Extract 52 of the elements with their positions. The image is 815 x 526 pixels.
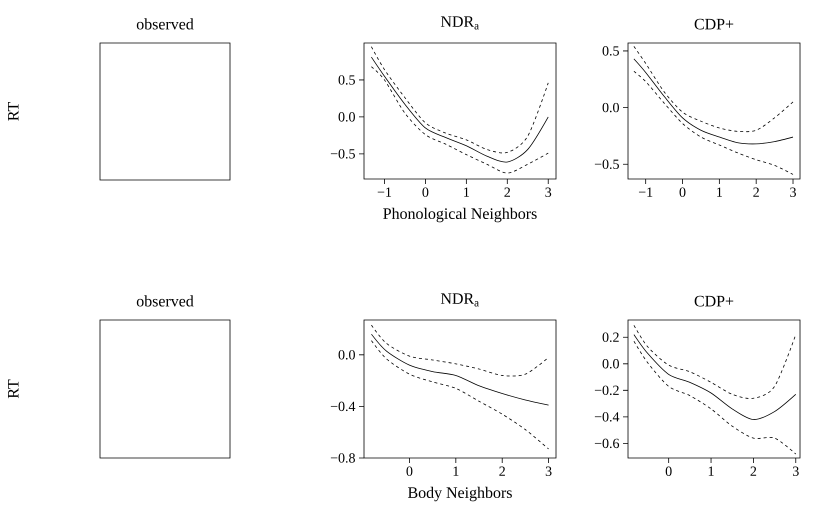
x-tick-label: 2 [499,466,505,476]
line-series [634,46,794,132]
x-tick-label: 2 [753,188,759,197]
x-tick-label: −1 [378,188,392,197]
y-tick-label: −0.5 [594,160,619,169]
x-tick-label: 0 [680,188,686,197]
x-tick-label: 2 [750,466,756,476]
text: observed [136,18,194,30]
line-series [371,334,549,406]
x-tick-label: 3 [792,466,799,476]
text: observed [136,295,194,306]
line-series [370,46,549,154]
y-tick-label: 0.0 [338,350,355,360]
y-tick-label: 0.0 [602,102,619,112]
line-series [634,70,794,175]
y-tick-label: −0.6 [594,438,620,448]
x-tick-label: 0 [406,466,412,476]
text: RT [8,380,18,398]
y-tick-label: 0.0 [338,112,355,122]
y-tick-label: 0.5 [338,75,355,85]
x-tick-label: 3 [546,466,552,476]
line-series [634,324,796,399]
x-tick-label: 1 [708,466,714,476]
y-tick-label: −0.4 [594,412,620,422]
line-series [371,324,549,376]
y-tick-label: 0.5 [602,46,619,56]
x-tick-label: −1 [638,188,652,197]
y-tick-label: −0.2 [594,386,619,396]
x-tick-label: 1 [717,188,722,197]
y-tick-label: 0.0 [602,359,619,369]
x-tick-label: 3 [790,188,796,197]
x-axis-title: Phonological Neighbors [383,208,537,222]
x-tick-label: 0 [422,188,428,197]
chart-title: NDR$_{a}$ [440,293,479,306]
y-tick-label: −0.8 [330,453,355,463]
line-series [371,340,549,450]
x-tick-label: 0 [666,466,672,476]
x-tick-label: 1 [464,188,470,197]
y-tick-label: −0.4 [330,402,356,412]
text: RT [8,102,18,121]
x-axis-title: Body Neighbors [408,486,512,502]
y-tick-label: −0.5 [330,149,355,159]
chart-title: CDP+ [694,296,734,306]
x-tick-label: 2 [504,188,510,197]
line-series [634,334,796,420]
line-series [634,340,796,454]
chart-title: NDR$_{a}$ [440,16,479,30]
x-tick-label: 1 [454,466,458,476]
y-tick-label: 0.2 [602,332,619,342]
chart-title: CDP+ [694,18,734,30]
line-series [634,58,794,144]
x-tick-label: 3 [545,188,552,197]
